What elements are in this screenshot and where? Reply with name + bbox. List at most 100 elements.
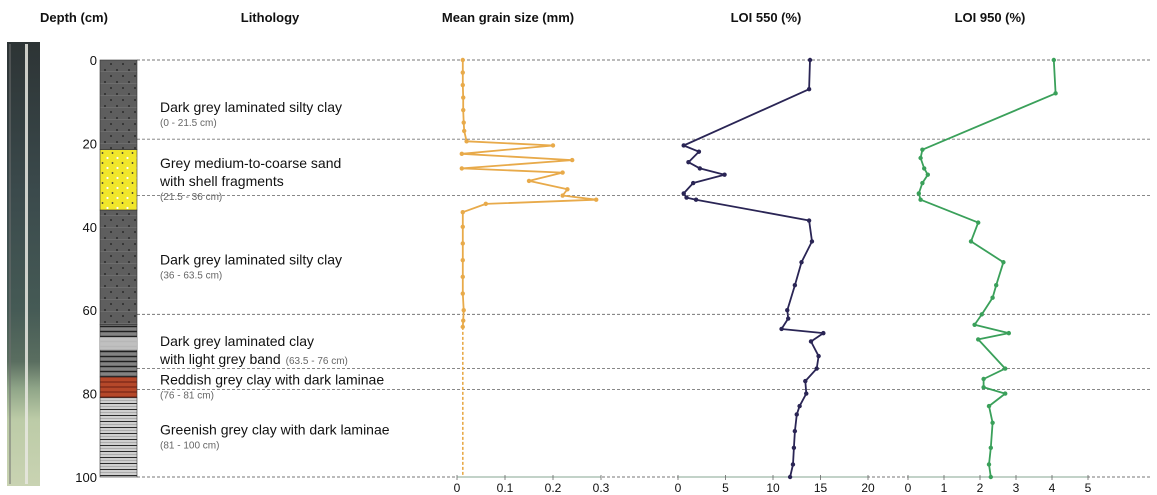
data-point [792, 282, 798, 288]
data-point [461, 120, 466, 125]
data-point [1003, 391, 1008, 396]
data-point [1053, 91, 1058, 96]
data-point [460, 210, 465, 215]
data-point [693, 197, 699, 202]
data-point [460, 57, 465, 63]
data-point [988, 445, 993, 451]
data-point [786, 316, 791, 321]
data-point [787, 474, 793, 480]
panel-3: 0 1 2 3 4 5 [905, 57, 1092, 495]
depth-tick-labels: 0 20 40 60 80 100 [75, 53, 97, 485]
data-point [459, 151, 464, 157]
data-point [807, 57, 813, 63]
lithology-block [99, 209, 138, 326]
data-point [979, 312, 984, 317]
data-point [981, 385, 986, 390]
data-point [814, 366, 819, 371]
data-point [821, 330, 826, 336]
lithology-block [99, 376, 138, 399]
x-tick-label: 1 [941, 481, 948, 495]
data-point [570, 157, 575, 163]
data-point [461, 107, 466, 113]
data-point [459, 166, 464, 171]
data-point [461, 318, 466, 323]
data-point [791, 445, 797, 451]
data-point [976, 220, 981, 225]
data-point [526, 178, 532, 184]
lithology-unit-name: Dark grey laminated silty clay [160, 99, 342, 115]
data-point [981, 376, 986, 382]
x-tick-label: 0 [454, 481, 461, 495]
depth-tick-label: 60 [83, 303, 97, 318]
depth-tick-label: 0 [90, 53, 97, 68]
data-point [918, 197, 923, 202]
data-point [681, 143, 686, 148]
core-photo [7, 42, 40, 486]
data-point [804, 391, 809, 396]
panel-2: 0 5 10 15 20 [675, 57, 875, 495]
x-tick-label: 0.3 [593, 481, 610, 495]
lithology-unit-name: with light grey band (63.5 - 76 cm) [159, 351, 348, 367]
lithology-unit-range: (81 - 100 cm) [160, 440, 219, 451]
lithology-unit-range: (21.5 - 36 cm) [160, 192, 222, 203]
lithology-block [99, 397, 138, 478]
lithology-unit-name: Dark grey laminated silty clay [160, 251, 342, 267]
data-point [461, 95, 466, 100]
data-point [968, 239, 974, 244]
data-point [988, 474, 993, 480]
data-point [990, 295, 995, 300]
data-point [460, 70, 465, 75]
series-line [917, 59, 1057, 478]
x-tick-label: 20 [861, 481, 875, 495]
data-point [925, 172, 930, 177]
data-point [792, 428, 798, 434]
lithology-unit-labels: Dark grey laminated silty clay (0 - 21.5 … [159, 99, 390, 452]
data-point [1051, 57, 1057, 63]
data-point [809, 239, 815, 244]
lithology-block [99, 149, 138, 211]
data-point [794, 412, 799, 417]
lithology-column [99, 59, 138, 478]
data-point [483, 201, 488, 207]
data-point [920, 147, 925, 152]
data-point [994, 282, 999, 288]
data-point [808, 339, 814, 344]
x-tick-label: 3 [1013, 481, 1020, 495]
lithology-unit-range: (76 - 81 cm) [160, 390, 214, 401]
data-point [696, 149, 702, 154]
data-point [697, 166, 703, 171]
x-tick-label: 5 [722, 481, 729, 495]
data-point [550, 143, 556, 148]
data-point [460, 224, 465, 229]
x-tick-label: 5 [1085, 481, 1092, 495]
data-point [920, 180, 925, 186]
data-point [976, 337, 981, 342]
data-point [462, 128, 467, 134]
data-point [790, 462, 796, 467]
data-point [560, 193, 565, 198]
data-point [918, 155, 923, 161]
lithology-block [99, 324, 138, 378]
x-tick-label: 10 [766, 481, 780, 495]
data-point [986, 403, 992, 409]
depth-tick-label: 80 [83, 387, 97, 402]
data-point [686, 159, 691, 165]
data-point [797, 403, 802, 409]
lithology-unit-range: (36 - 63.5 cm) [160, 270, 222, 281]
data-point [972, 322, 977, 327]
lithology-block [99, 59, 138, 150]
data-point [681, 191, 686, 196]
data-point [460, 274, 465, 280]
data-point [691, 180, 696, 186]
data-point [460, 82, 465, 88]
data-point [565, 187, 570, 192]
data-point [803, 378, 808, 384]
x-tick-label: 0 [905, 481, 912, 495]
depth-tick-label: 100 [75, 470, 97, 485]
lithology-unit-name: Greenish grey clay with dark laminae [160, 421, 390, 437]
data-point [816, 353, 821, 359]
data-point [460, 257, 465, 263]
data-point [460, 241, 465, 246]
lithology-unit-name: Grey medium-to-coarse sand [160, 155, 341, 171]
